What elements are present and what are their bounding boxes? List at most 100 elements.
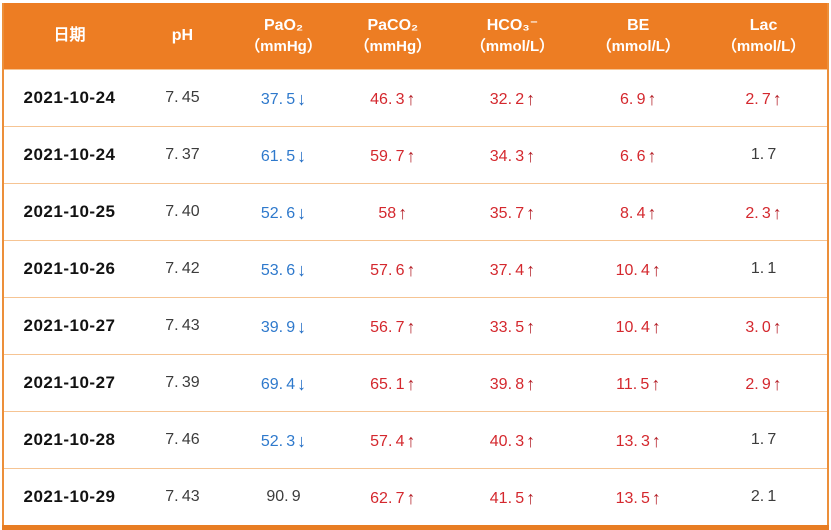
up-arrow-icon: ↑ (772, 373, 782, 394)
cell-paco2: 57. 4 ↑ (337, 411, 449, 469)
column-header-lac: Lac （mmol/L） (700, 3, 828, 70)
cell-lac: 2. 3 ↑ (700, 183, 828, 241)
cell-value: 1. 1 (750, 260, 777, 277)
column-header-be: BE （mmol/L） (576, 3, 701, 70)
cell-value: 37. 5 (260, 90, 296, 108)
up-arrow-icon: ↑ (772, 88, 782, 109)
cell-value: 2. 9 (745, 375, 771, 393)
cell-be: 10. 4 ↑ (576, 240, 701, 298)
cell-date: 2021-10-25 (3, 183, 135, 241)
cell-be: 6. 6 ↑ (576, 126, 701, 184)
down-arrow-icon: ↓ (297, 316, 307, 337)
cell-value: 33. 5 (489, 318, 525, 336)
cell-ph: 7. 46 (135, 411, 230, 469)
cell-value: 56. 7 (370, 318, 405, 336)
cell-be: 11. 5 ↑ (576, 354, 701, 412)
cell-lac: 2. 1 (700, 468, 828, 528)
table-row: 2021-10-24 7. 37 61. 5 ↓ 59. 7 ↑ 34. 3 ↑ 6. 6 ↑ 1.… (3, 126, 828, 184)
up-arrow-icon: ↑ (406, 487, 416, 508)
cell-date: 2021-10-27 (3, 297, 135, 355)
cell-value: 13. 3 (615, 432, 650, 450)
up-arrow-icon: ↑ (526, 259, 536, 280)
cell-value: 1. 7 (750, 431, 777, 448)
cell-hco3: 41. 5 ↑ (448, 468, 577, 528)
column-label: Lac (749, 16, 778, 34)
cell-value: 3. 0 (745, 318, 771, 336)
column-unit: （mmol/L） (470, 37, 555, 55)
up-arrow-icon: ↑ (406, 430, 416, 451)
cell-date: 2021-10-26 (3, 240, 135, 298)
cell-hco3: 34. 3 ↑ (448, 126, 577, 184)
cell-paco2: 58 ↑ (337, 183, 449, 241)
table-row: 2021-10-27 7. 43 39. 9 ↓ 56. 7 ↑ 33. 5 ↑ 10. 4 ↑ 3… (3, 297, 828, 355)
cell-date: 2021-10-29 (3, 468, 135, 528)
cell-pao2: 69. 4 ↓ (229, 354, 338, 412)
cell-lac: 1. 7 (700, 126, 828, 184)
down-arrow-icon: ↓ (297, 259, 307, 280)
cell-pao2: 52. 6 ↓ (229, 183, 338, 241)
up-arrow-icon: ↑ (406, 88, 416, 109)
up-arrow-icon: ↑ (406, 145, 416, 166)
cell-pao2: 61. 5 ↓ (229, 126, 338, 184)
cell-pao2: 52. 3 ↓ (229, 411, 338, 469)
column-label: BE (627, 16, 650, 34)
cell-ph: 7. 37 (135, 126, 230, 184)
cell-value: 35. 7 (489, 204, 525, 222)
column-unit: （mmHg） (245, 37, 322, 55)
cell-paco2: 56. 7 ↑ (337, 297, 449, 355)
cell-value: 37. 4 (489, 261, 525, 279)
column-unit: （mmol/L） (596, 37, 680, 55)
cell-value: 57. 6 (370, 261, 405, 279)
cell-date: 2021-10-28 (3, 411, 135, 469)
cell-lac: 3. 0 ↑ (700, 297, 828, 355)
table-row: 2021-10-27 7. 39 69. 4 ↓ 65. 1 ↑ 39. 8 ↑ 11. 5 ↑ 2… (3, 354, 828, 412)
cell-lac: 2. 7 ↑ (700, 69, 828, 127)
cell-hco3: 40. 3 ↑ (448, 411, 577, 469)
cell-ph: 7. 39 (135, 354, 230, 412)
table-row: 2021-10-25 7. 40 52. 6 ↓ 58 ↑ 35. 7 ↑ 8. 4 ↑ 2. 3 ↑ (3, 183, 828, 241)
cell-pao2: 90. 9 (229, 468, 338, 528)
header-row: 日期 pH PaO₂ （mmHg） PaCO₂ （mmHg） HCO₃⁻ (3, 3, 828, 70)
column-unit: （mmHg） (354, 37, 432, 55)
cell-be: 10. 4 ↑ (576, 297, 701, 355)
table-body: 2021-10-24 7. 45 37. 5 ↓ 46. 3 ↑ 32. 2 ↑ 6. 9 ↑ 2.… (3, 69, 828, 528)
cell-hco3: 37. 4 ↑ (448, 240, 577, 298)
cell-value: 10. 4 (615, 318, 650, 336)
cell-paco2: 57. 6 ↑ (337, 240, 449, 298)
up-arrow-icon: ↑ (651, 259, 661, 280)
up-arrow-icon: ↑ (406, 259, 416, 280)
cell-value: 6. 6 (620, 147, 646, 165)
up-arrow-icon: ↑ (526, 88, 536, 109)
cell-ph: 7. 45 (135, 69, 230, 127)
up-arrow-icon: ↑ (526, 487, 536, 508)
up-arrow-icon: ↑ (651, 487, 661, 508)
column-header-pao2: PaO₂ （mmHg） (229, 3, 338, 70)
cell-be: 8. 4 ↑ (576, 183, 701, 241)
cell-value: 40. 3 (489, 432, 525, 450)
cell-pao2: 53. 6 ↓ (229, 240, 338, 298)
cell-ph: 7. 42 (135, 240, 230, 298)
up-arrow-icon: ↑ (651, 316, 661, 337)
up-arrow-icon: ↑ (406, 316, 416, 337)
column-label: PaCO₂ (367, 16, 419, 34)
cell-be: 13. 5 ↑ (576, 468, 701, 528)
up-arrow-icon: ↑ (526, 202, 536, 223)
cell-value: 52. 6 (260, 204, 296, 222)
cell-hco3: 33. 5 ↑ (448, 297, 577, 355)
table-row: 2021-10-29 7. 43 90. 9 62. 7 ↑ 41. 5 ↑ 13. 5 ↑ 2.… (3, 468, 828, 528)
column-label: pH (171, 26, 194, 44)
cell-hco3: 39. 8 ↑ (448, 354, 577, 412)
cell-value: 69. 4 (260, 375, 296, 393)
cell-paco2: 62. 7 ↑ (337, 468, 449, 528)
up-arrow-icon: ↑ (647, 202, 657, 223)
cell-hco3: 35. 7 ↑ (448, 183, 577, 241)
cell-value: 32. 2 (489, 90, 525, 108)
cell-value: 2. 7 (745, 90, 771, 108)
up-arrow-icon: ↑ (772, 316, 782, 337)
down-arrow-icon: ↓ (297, 430, 307, 451)
column-header-hco3: HCO₃⁻ （mmol/L） (448, 3, 577, 70)
column-header-ph: pH (135, 3, 230, 70)
blood-gas-table: 日期 pH PaO₂ （mmHg） PaCO₂ （mmHg） HCO₃⁻ (2, 3, 829, 530)
cell-value: 46. 3 (370, 90, 405, 108)
